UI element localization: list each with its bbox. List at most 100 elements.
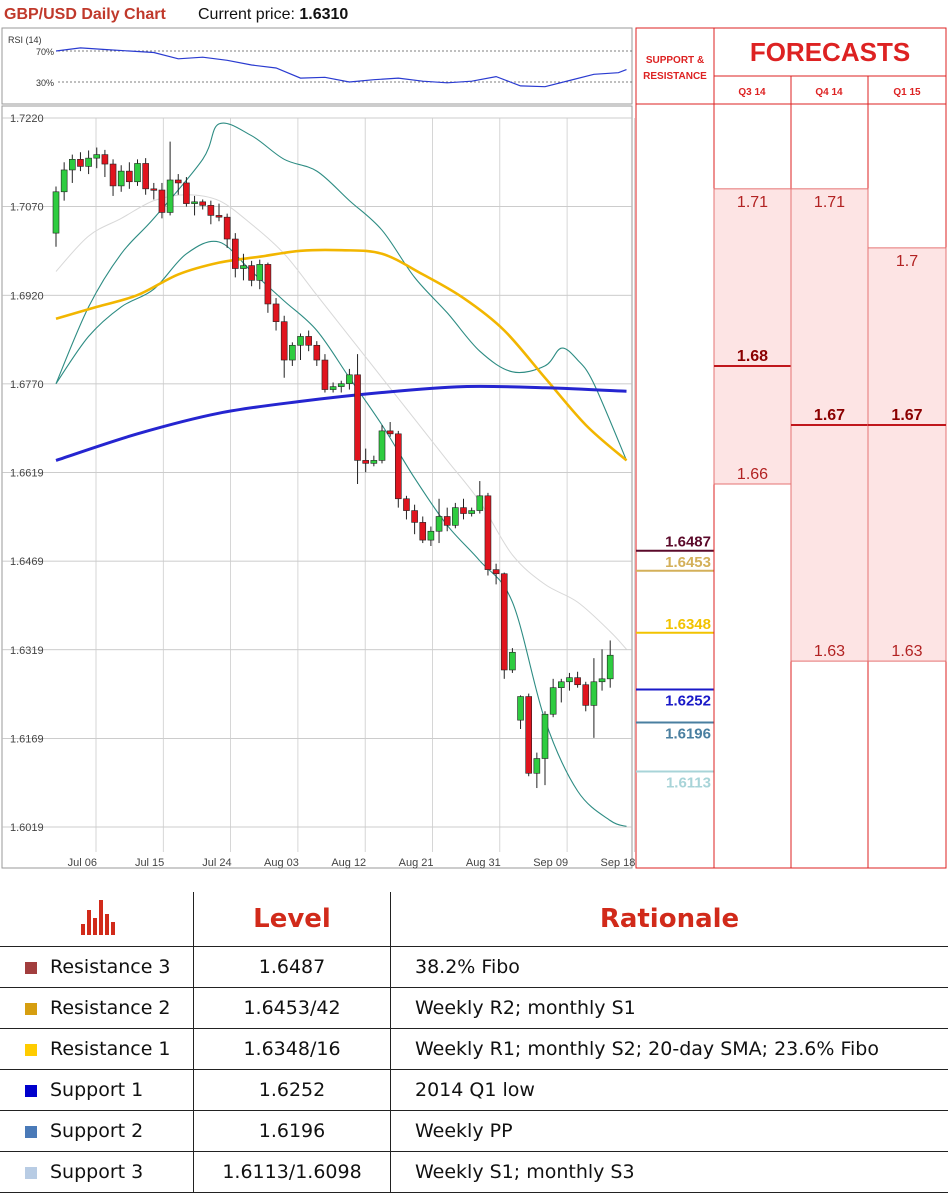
- level-value: 1.6113/1.6098: [193, 1151, 391, 1193]
- sr-level-label: 1.6196: [665, 726, 711, 743]
- sr-column: SUPPORT & RESISTANCE 1.6487 1.6453 1.6348 1…: [635, 27, 715, 869]
- candle: [435, 498, 443, 544]
- y-tick-label: 1.6770: [10, 379, 44, 391]
- candle: [557, 678, 565, 703]
- forecast-mid: 1.67: [891, 407, 922, 424]
- y-tick-label: 1.6619: [10, 468, 44, 480]
- forecast-high: 1.71: [814, 194, 845, 211]
- candle: [166, 141, 174, 216]
- candle: [590, 658, 598, 738]
- candle: [329, 382, 337, 393]
- candle: [101, 149, 109, 178]
- candle: [117, 165, 125, 192]
- level-rationale: Weekly PP: [390, 1110, 948, 1152]
- candle: [460, 498, 467, 520]
- sr-level-label: 1.6453: [665, 554, 711, 571]
- candle: [256, 259, 264, 290]
- rsi-label: RSI (14): [8, 35, 42, 45]
- level-rationale: Weekly R2; monthly S1: [390, 987, 948, 1029]
- candle: [52, 186, 60, 247]
- candle: [85, 150, 92, 175]
- table-row: Support 2 1.6196 Weekly PP: [0, 1110, 948, 1152]
- level-rationale: 2014 Q1 low: [390, 1069, 948, 1111]
- candle: [305, 330, 312, 352]
- candle: [337, 380, 345, 393]
- x-tick-label: Sep 09: [533, 857, 568, 869]
- candle: [476, 481, 484, 514]
- level-name: Support 1: [0, 1069, 194, 1111]
- price-panel: 1.7220 1.7070 1.6920 1.6770 1.6619 1.6469 1.63…: [1, 105, 635, 869]
- candle: [174, 174, 182, 195]
- table-row: Resistance 2 1.6453/42 Weekly R2; monthly …: [0, 987, 948, 1029]
- level-swatch: [25, 1125, 37, 1138]
- candle: [362, 448, 370, 473]
- level-name: Resistance 3: [0, 946, 194, 988]
- forecast-mid: 1.68: [737, 348, 768, 365]
- chart-title: GBP/USD Daily Chart: [4, 6, 166, 23]
- rsi-panel: RSI (14) 70% 30%: [1, 27, 633, 105]
- x-tick-label: Jul 15: [135, 857, 164, 869]
- level-swatch: [25, 1166, 37, 1179]
- candle: [394, 430, 402, 508]
- candle: [272, 298, 280, 331]
- candle: [378, 424, 386, 464]
- candle: [370, 455, 378, 467]
- candle: [346, 368, 353, 390]
- candle: [69, 154, 76, 183]
- table-row: Support 1 1.6252 2014 Q1 low: [0, 1069, 948, 1111]
- candle: [468, 507, 475, 517]
- level-swatch: [25, 1002, 37, 1015]
- candle: [297, 333, 304, 361]
- forecast-col-q4: Q4 14: [815, 87, 843, 98]
- sr-level: 1.6196: [636, 721, 714, 743]
- candle: [606, 640, 614, 688]
- candle: [492, 563, 500, 585]
- x-tick-label: Jul 24: [202, 857, 231, 869]
- y-tick-label: 1.6019: [10, 822, 44, 834]
- candle: [517, 695, 524, 730]
- forecast-range: 1.71 1.68 1.66: [713, 188, 792, 485]
- level-swatch: [25, 1084, 37, 1097]
- candle: [215, 203, 223, 222]
- sr-level: 1.6113: [636, 770, 714, 792]
- y-tick-label: 1.6469: [10, 556, 44, 568]
- sr-level-label: 1.6348: [665, 616, 711, 633]
- candle: [240, 253, 247, 281]
- candle: [541, 711, 549, 786]
- candle: [191, 195, 198, 216]
- table-header-icon-cell: [0, 892, 194, 947]
- x-tick-label: Aug 21: [399, 857, 434, 869]
- y-tick-label: 1.6169: [10, 733, 44, 745]
- candle: [183, 177, 190, 207]
- candle: [134, 159, 141, 186]
- candle: [354, 354, 361, 485]
- candle: [566, 672, 573, 691]
- level-value: 1.6252: [193, 1069, 391, 1111]
- forecast-low: 1.63: [814, 643, 845, 660]
- moving-average-blue: [55, 384, 627, 462]
- y-tick-label: 1.7070: [10, 202, 44, 214]
- y-tick-label: 1.7220: [10, 113, 44, 125]
- level-name: Support 2: [0, 1110, 194, 1152]
- table-row: Support 3 1.6113/1.6098 Weekly S1; monthly…: [0, 1151, 948, 1193]
- sr-level-label: 1.6113: [666, 775, 711, 792]
- forecast-col-q3: Q3 14: [738, 87, 766, 98]
- forecasts-panel: FORECASTS Q3 14 Q4 14 Q1 15 1.71 1.68 1.66…: [713, 27, 947, 869]
- candle: [289, 342, 296, 366]
- candle: [109, 159, 117, 196]
- candle: [533, 752, 541, 789]
- rsi-line: [55, 47, 627, 88]
- level-swatch: [25, 961, 37, 974]
- candle: [419, 516, 427, 544]
- level-value: 1.6487: [193, 946, 391, 988]
- forecast-high: 1.7: [896, 253, 918, 270]
- candle: [248, 260, 255, 287]
- candle: [142, 158, 149, 195]
- sr-level: 1.6348: [636, 616, 714, 634]
- candle: [452, 502, 459, 529]
- table-row: Resistance 3 1.6487 38.2% Fibo: [0, 946, 948, 988]
- candle: [403, 495, 410, 520]
- sr-header-line2: RESISTANCE: [643, 71, 707, 82]
- sr-level-label: 1.6252: [665, 692, 711, 709]
- candle: [582, 681, 590, 712]
